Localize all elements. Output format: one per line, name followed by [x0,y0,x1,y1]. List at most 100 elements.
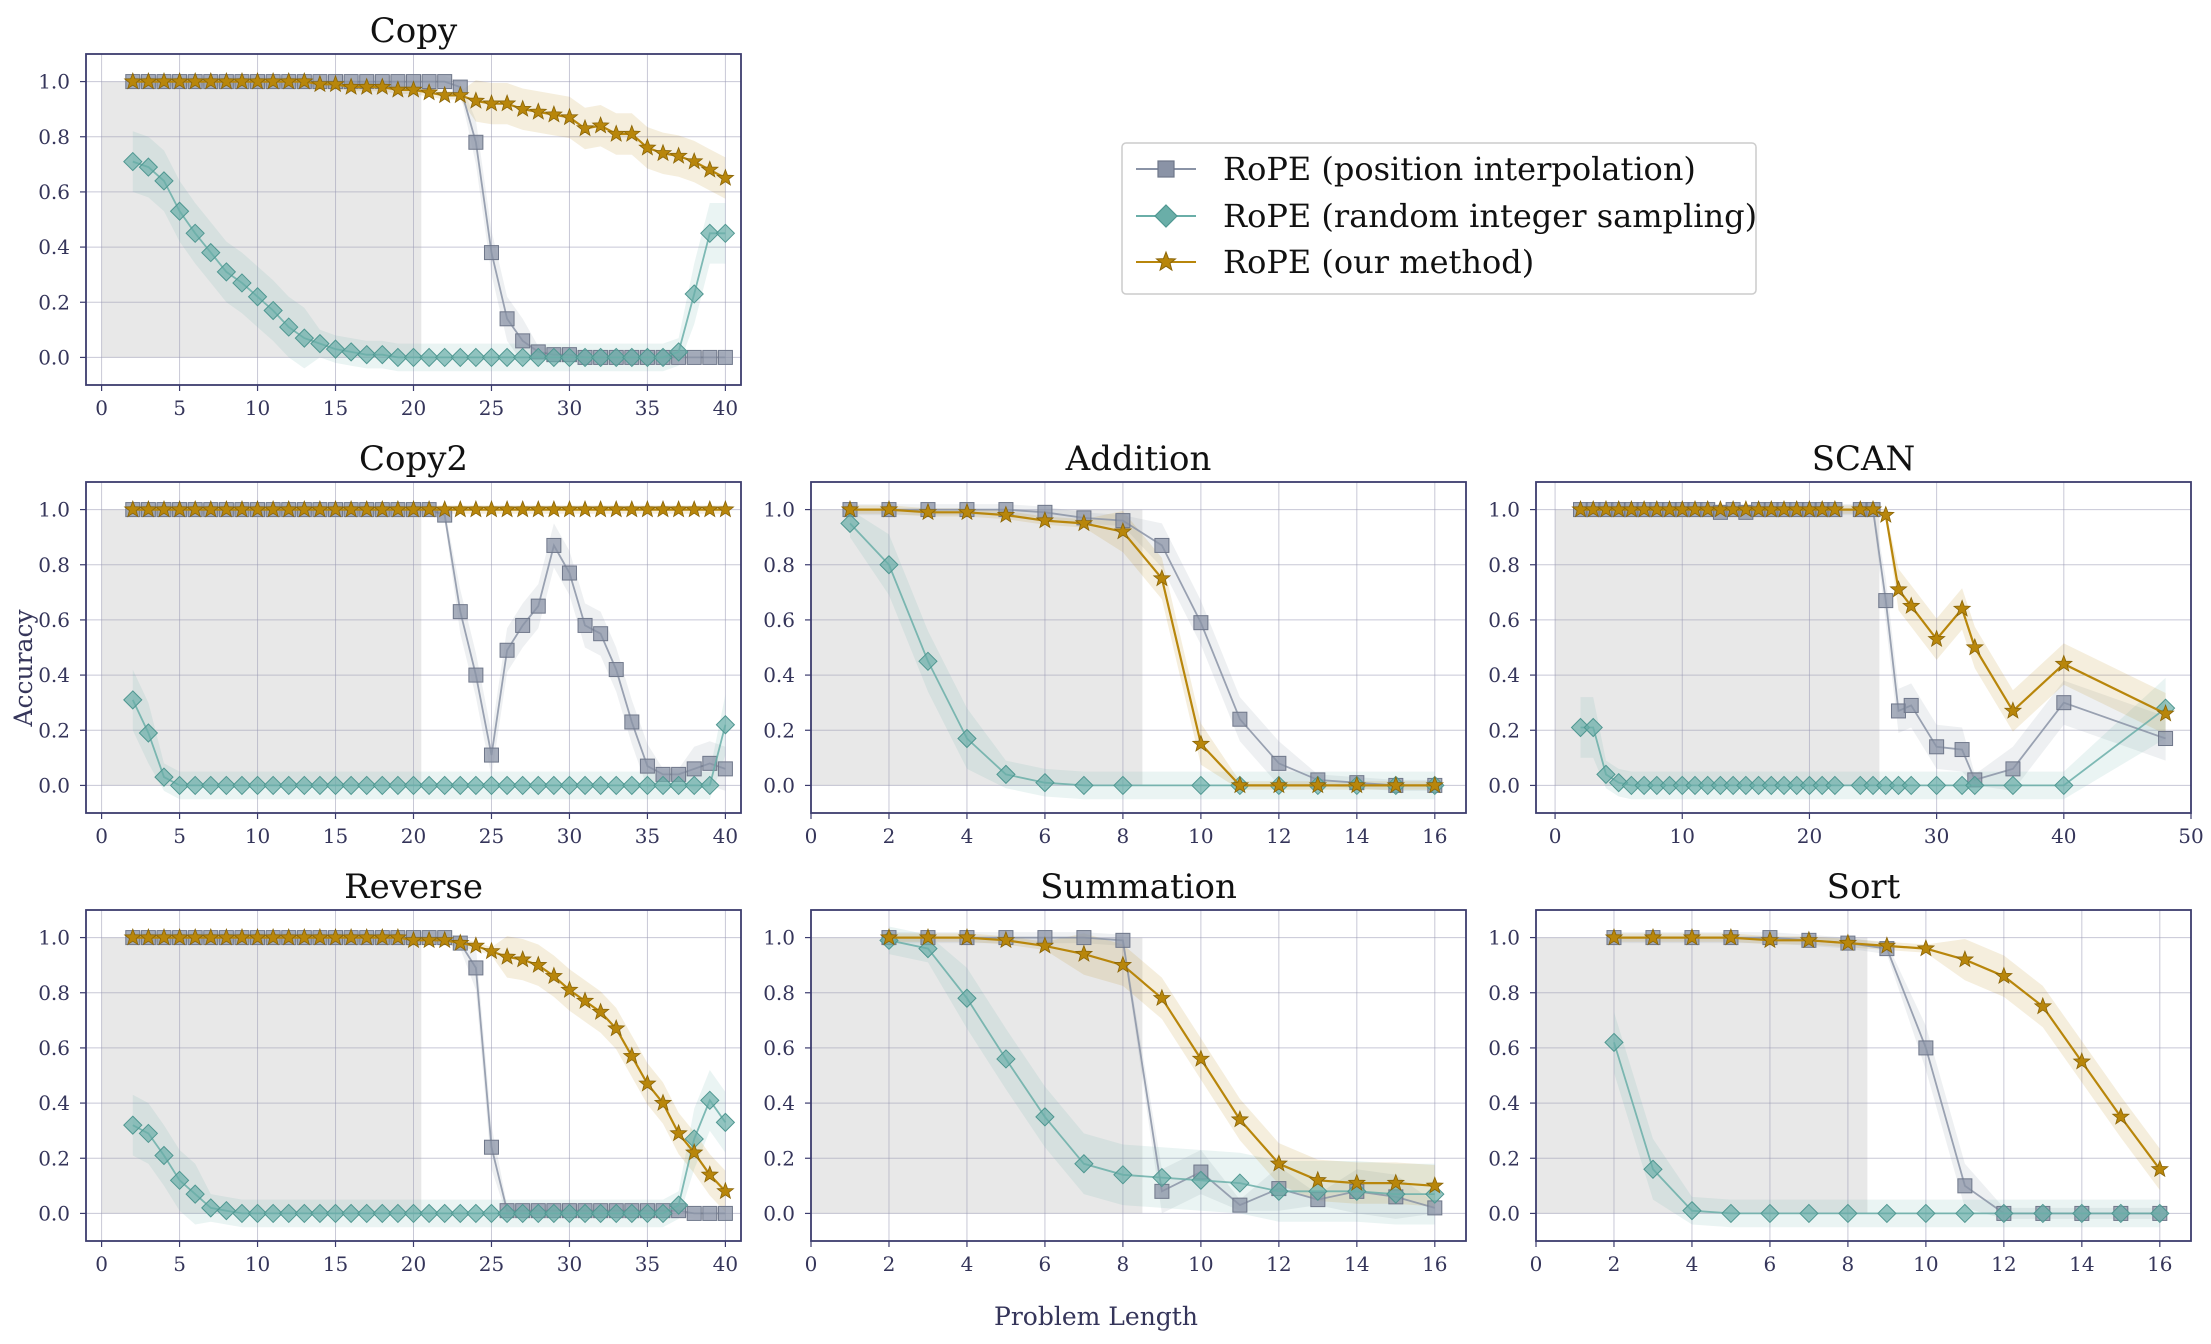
star-marker [918,927,938,946]
star-marker [139,499,158,518]
square-marker [499,642,515,658]
diamond-marker [294,1203,315,1224]
diamond-marker [512,1203,533,1224]
square-marker [702,1205,718,1221]
y-tick-label: 0.8 [763,981,795,1005]
training-length-region [1555,509,1880,786]
y-tick-label: 1.0 [763,926,795,950]
square-marker [1076,930,1092,946]
square-marker [1154,537,1170,553]
diamond-marker [668,775,689,796]
chart-panel-copy: 0 5 10 15 20 25 30 35 40 0.0 0.2 0.4 0.6 0.8 1.0 Copy [38,11,742,420]
chart-panel-sort: 0 2 4 6 8 10 12 14 16 0.0 0.2 0.4 0.6 0.8 1.0 Sort [1488,867,2192,1276]
star-marker [388,80,408,98]
diamond-marker [1901,775,1921,796]
variance-band-pi [889,932,1435,1219]
series-ris [1570,698,2176,796]
diamond-marker [419,775,439,796]
star-marker [716,1181,735,1200]
star-marker [529,499,548,518]
y-tick-label: 0.8 [1488,553,1520,577]
diamond-marker [388,1203,408,1224]
diamond-marker [310,775,330,796]
diamond-marker [372,344,393,365]
x-tick-label: 2 [883,824,896,848]
axes-frame [810,909,1467,1242]
diamond-marker [1888,775,1909,796]
star-marker [1347,775,1366,794]
diamond-marker [247,287,268,307]
diamond-marker [1760,1203,1780,1224]
diamond-marker [1570,717,1591,738]
star-marker [154,71,174,90]
diamond-marker [481,1203,502,1224]
diamond-marker [2150,1203,2170,1224]
y-tick-label: 1.0 [38,70,70,94]
diamond-marker [1916,1203,1936,1224]
square-marker [2158,731,2174,747]
diamond-marker [996,764,1016,785]
diamond-marker [2003,775,2023,796]
star-marker [685,151,704,170]
diamond-marker [668,1195,689,1215]
star-marker [996,930,1016,949]
diamond-marker [1191,1170,1211,1191]
training-length-region [101,81,422,358]
square-marker [1193,615,1209,631]
star-marker [248,927,267,946]
x-tick-label: 5 [173,824,186,848]
star-marker [1113,522,1133,540]
diamond-marker [232,273,252,293]
square-marker [499,311,515,327]
square-marker [686,761,702,777]
star-marker [1952,599,1972,617]
legend-entry-pi: RoPE (position interpolation) [1136,150,1696,188]
star-marker [1965,637,1984,656]
y-tick-label: 0.0 [38,345,70,369]
variance-band-ours [889,933,1435,1207]
star-marker [466,499,486,518]
star-marker [1877,936,1897,954]
star-marker [716,499,735,518]
x-tick-label: 12 [1991,1252,2016,1276]
star-marker [879,927,899,946]
diamond-marker [201,1198,221,1218]
y-tick-label: 0.2 [763,718,795,742]
star-marker [638,499,657,518]
star-marker [357,77,376,95]
star-marker [2111,1107,2130,1125]
star-marker [513,99,532,117]
diamond-marker [232,1203,252,1224]
star-marker [1308,775,1327,794]
diamond-marker [637,775,658,796]
diamond-marker [2072,1203,2092,1224]
y-tick-label: 0.2 [38,718,70,742]
diamond-marker [123,1115,143,1135]
x-tick-label: 6 [1039,824,1052,848]
diamond-marker [138,723,159,743]
legend-box [1121,142,1757,295]
y-tick-label: 0.6 [38,608,70,632]
star-marker [918,502,938,521]
diamond-marker [341,342,361,362]
y-tick-label: 0.6 [38,1036,70,1060]
square-marker [1929,739,1945,755]
diamond-marker [1074,775,1094,796]
x-tick-label: 35 [635,396,660,420]
x-tick-label: 5 [173,396,186,420]
square-marker [608,662,624,678]
star-marker [1425,1176,1444,1194]
star-marker [435,85,454,104]
star-marker [1682,927,1702,946]
star-marker [1035,936,1055,954]
diamond-marker [1994,1203,2014,1224]
diamond-marker [216,775,237,796]
diamond-marker [123,690,143,710]
diamond-marker [957,988,977,1008]
y-tick-label: 1.0 [38,498,70,522]
series-ours [840,499,1444,794]
legend: RoPE (position interpolation) RoPE (rand… [1121,142,1757,295]
legend-entry-ris: RoPE (random integer sampling) [1136,197,1757,235]
diamond-marker [1774,775,1794,796]
diamond-marker [279,1203,299,1224]
